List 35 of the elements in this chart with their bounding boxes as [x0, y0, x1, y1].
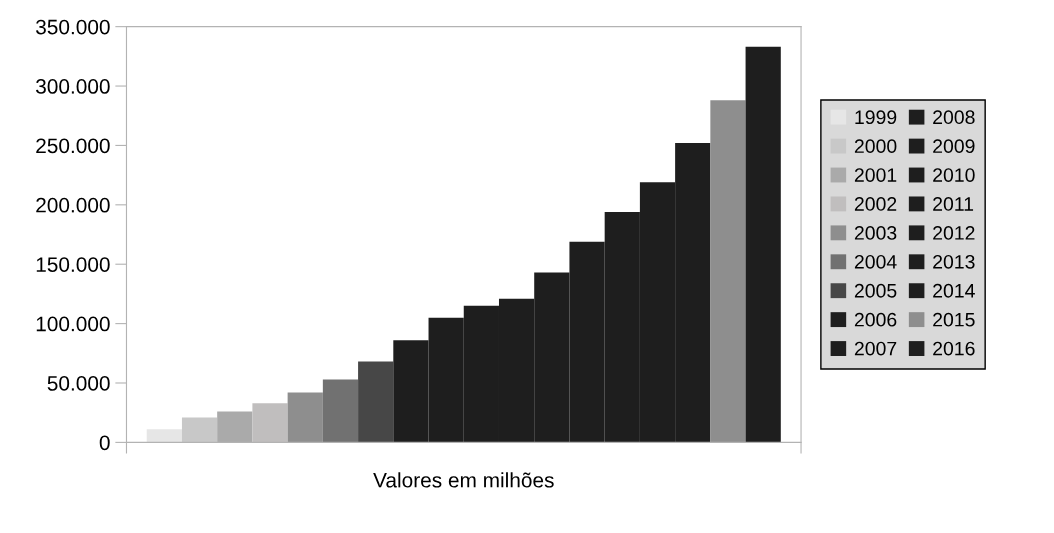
y-tick-label: 300.000 — [36, 79, 110, 94]
bar — [287, 392, 323, 443]
legend-label: 2013 — [933, 254, 975, 269]
legend-label: 2002 — [854, 197, 897, 211]
legend-label: 2012 — [933, 226, 975, 240]
y-tick-label: 150.000 — [36, 257, 110, 272]
y-tick-label: 250.000 — [36, 138, 110, 154]
bar — [252, 403, 288, 443]
legend-label: 2001 — [854, 168, 897, 182]
legend-label: 2007 — [854, 341, 897, 356]
y-tick-label: 200.000 — [36, 197, 110, 213]
bar — [322, 379, 359, 443]
legend-label: 2006 — [854, 312, 897, 327]
legend-label: 2000 — [854, 139, 897, 154]
legend-label: 2015 — [933, 312, 975, 327]
y-tick-label: 0 — [99, 435, 110, 451]
legend-label: 2004 — [854, 254, 897, 269]
x-axis-title: Valores em milhões — [373, 472, 554, 488]
legend-label: 2014 — [933, 283, 975, 298]
y-tick-label: 50.000 — [47, 376, 110, 391]
legend-label: 2005 — [854, 283, 897, 298]
bar — [710, 100, 746, 443]
y-tick-label: 100.000 — [36, 316, 110, 332]
bar — [146, 429, 182, 443]
bar — [745, 46, 781, 443]
legend-label: 2009 — [933, 139, 975, 154]
y-tick-label: 350.000 — [36, 19, 110, 35]
legend-label: 2010 — [933, 168, 975, 182]
bar — [358, 361, 394, 443]
legend-label: 1999 — [855, 110, 897, 125]
legend-label: 2011 — [933, 197, 974, 211]
legend-label: 2016 — [933, 341, 975, 356]
bar — [181, 417, 218, 443]
legend-label: 2008 — [933, 110, 975, 125]
legend-label: 2003 — [854, 226, 897, 240]
